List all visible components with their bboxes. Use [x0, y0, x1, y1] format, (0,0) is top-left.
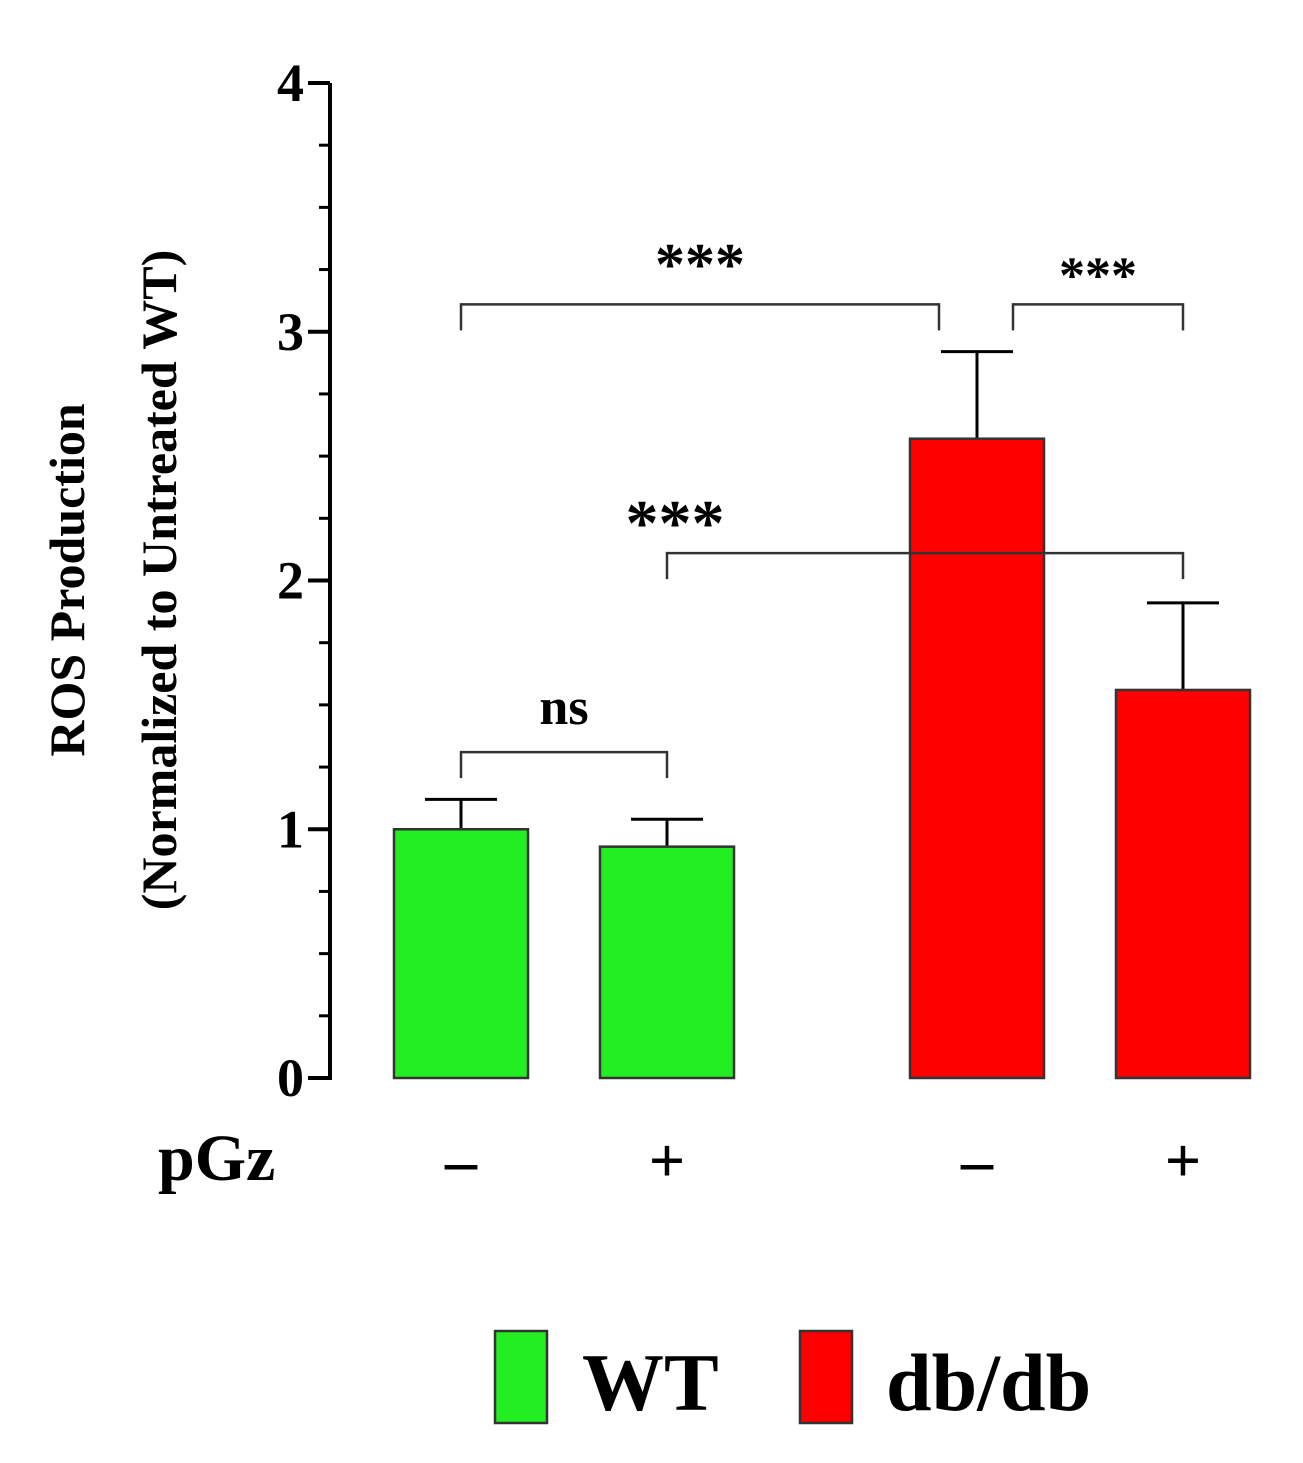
bar — [598, 845, 736, 1080]
y-axis-label-line2: (Normalized to Untreated WT) — [131, 250, 187, 911]
bar — [392, 828, 530, 1080]
pgz-row: pGz – + – + — [158, 1122, 1201, 1196]
significance-brackets: ns *** *** *** — [459, 231, 1185, 779]
pgz-sign: + — [649, 1125, 685, 1196]
bracket — [459, 750, 669, 779]
significance-label: *** — [1059, 247, 1137, 304]
y-tick-label: 4 — [277, 53, 304, 113]
bracket — [1011, 303, 1185, 331]
y-axis-label-line1: ROS Production — [39, 403, 95, 756]
significance-label: *** — [626, 487, 725, 560]
y-tick-label: 2 — [277, 551, 304, 611]
y-tick-label: 1 — [277, 799, 304, 859]
significance-label: ns — [539, 679, 588, 736]
legend-swatch — [493, 1329, 549, 1425]
pgz-sign: – — [444, 1125, 478, 1196]
bracket — [665, 551, 1185, 580]
bar — [1114, 688, 1252, 1080]
significance-label: *** — [655, 231, 745, 297]
y-tick-label: 3 — [277, 302, 304, 362]
pgz-row-label: pGz — [158, 1122, 275, 1195]
legend-label: db/db — [886, 1337, 1091, 1428]
bracket — [459, 303, 941, 331]
pgz-sign: – — [960, 1125, 994, 1196]
y-tick-label: 0 — [277, 1048, 304, 1108]
bars — [392, 350, 1252, 1080]
legend: WT db/db — [493, 1329, 1091, 1428]
legend-label: WT — [582, 1337, 719, 1428]
bar — [908, 437, 1046, 1080]
legend-swatch — [798, 1329, 854, 1425]
y-axis-label: ROS Production (Normalized to Untreated … — [39, 250, 187, 911]
pgz-sign: + — [1165, 1125, 1201, 1196]
y-axis: 0 1 2 3 4 — [277, 53, 332, 1108]
